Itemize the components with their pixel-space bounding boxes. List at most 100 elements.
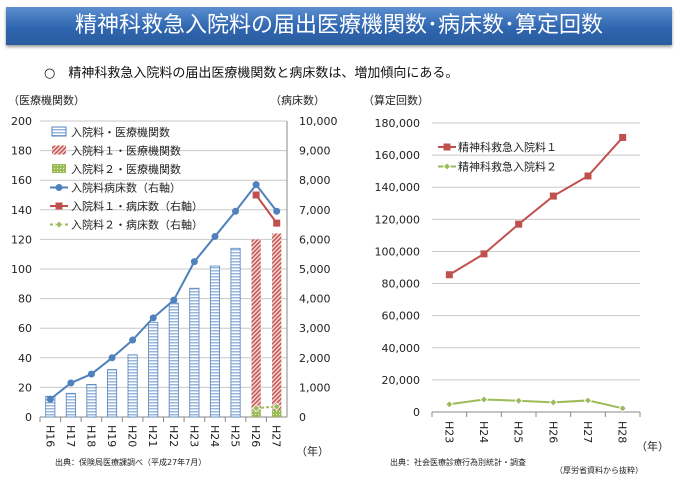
data-point — [584, 172, 592, 180]
x-tick-label: H19 — [105, 425, 118, 447]
x-tick-label: H23 — [442, 421, 455, 443]
source-note: 出典：社会医療診療行為別統計・調査 — [390, 457, 526, 467]
page-title: 精神科救急入院料の届出医療機関数･病床数･算定回数 — [6, 7, 672, 45]
y-tick-label: 80,000 — [382, 278, 421, 291]
bar-0 — [189, 287, 200, 418]
x-tick-label: H20 — [126, 425, 139, 447]
y2-tick-label: 8,000 — [299, 174, 331, 187]
series-line-1 — [449, 398, 623, 410]
x-tick-label: H22 — [167, 425, 180, 447]
subtitle: ○ 精神科救急入院料の届出医療機関数と病床数は、増加傾向にある。 — [44, 66, 459, 81]
data-point — [170, 296, 178, 304]
x-tick-label: H25 — [512, 421, 525, 443]
y-axis-title: （医療機関数） — [8, 93, 85, 107]
legend-marker — [443, 143, 451, 151]
legend-label: 入院料２・病床数（右軸） — [71, 218, 203, 232]
y-tick-label: 180,000 — [375, 117, 421, 130]
data-point — [515, 220, 523, 228]
data-point — [46, 395, 54, 403]
y2-tick-label: 9,000 — [299, 145, 331, 158]
data-point — [514, 396, 523, 405]
y2-tick-label: 0 — [299, 411, 306, 424]
data-point — [445, 400, 454, 409]
bar-1 — [272, 233, 282, 417]
x-tick-label: H23 — [187, 425, 200, 447]
bar-0 — [230, 247, 241, 418]
bar-0 — [148, 321, 159, 418]
y-tick-label: 120,000 — [375, 213, 421, 226]
y-tick-label: 0 — [25, 411, 32, 424]
legend-swatch — [52, 145, 66, 155]
x-tick-label: H16 — [43, 425, 56, 447]
series-line-0 — [448, 136, 624, 276]
legend-marker — [55, 184, 63, 191]
x-tick-label: H21 — [146, 425, 159, 447]
data-point — [273, 207, 281, 215]
x-axis-unit: （年） — [636, 439, 669, 453]
legend-label: 入院料１・医療機関数 — [71, 144, 181, 158]
legend-swatch — [52, 164, 66, 173]
data-point — [87, 370, 95, 378]
data-point — [252, 404, 261, 413]
x-tick-label: H24 — [477, 421, 490, 443]
bar-0 — [168, 302, 179, 418]
y-tick-label: 60,000 — [382, 310, 421, 323]
x-tick-label: H24 — [208, 425, 221, 447]
data-point — [479, 395, 489, 404]
bar-0 — [209, 265, 220, 418]
legend-label: 入院料１・病床数（右軸） — [71, 199, 203, 213]
y-tick-label: 0 — [413, 406, 420, 419]
data-point — [619, 133, 627, 141]
source-note: 出典：保険局医療課調べ（平成27年7月） — [55, 457, 206, 467]
x-axis-unit: （年） — [296, 444, 329, 458]
legend-label: 入院料病床数（右軸） — [71, 181, 181, 195]
y-tick-label: 40 — [18, 352, 32, 365]
y-tick-label: 60 — [18, 322, 32, 335]
bar-0 — [65, 392, 76, 418]
data-point — [549, 192, 557, 200]
y-tick-label: 200 — [11, 115, 32, 128]
bar-2 — [251, 409, 261, 417]
data-point — [480, 250, 488, 258]
data-point — [129, 336, 137, 344]
legend-marker — [442, 162, 452, 171]
y-tick-label: 160 — [11, 174, 32, 187]
data-point — [190, 258, 198, 266]
data-point — [67, 379, 75, 387]
bar-0 — [86, 384, 97, 418]
x-tick-label: H28 — [616, 421, 629, 443]
credit-note: （厚労省資料から抜粋） — [555, 465, 643, 475]
y2-tick-label: 7,000 — [299, 204, 331, 217]
y2-axis-title: （病床数） — [270, 93, 325, 107]
data-point — [618, 404, 627, 413]
y2-tick-label: 10,000 — [299, 115, 338, 128]
y-tick-label: 20 — [18, 381, 32, 394]
y-tick-label: 120 — [11, 233, 32, 246]
data-point — [273, 219, 281, 227]
y2-tick-label: 4,000 — [299, 293, 331, 306]
y2-tick-label: 2,000 — [299, 352, 331, 365]
data-point — [108, 354, 116, 362]
y2-tick-label: 3,000 — [299, 322, 331, 335]
y-tick-label: 160,000 — [375, 149, 421, 162]
data-point — [252, 191, 260, 199]
y2-tick-label: 1,000 — [299, 381, 331, 394]
y-tick-label: 40,000 — [382, 342, 421, 355]
y-tick-label: 140 — [11, 204, 32, 217]
series-line-0 — [49, 183, 278, 401]
bar-0 — [127, 354, 138, 418]
y2-tick-label: 6,000 — [299, 233, 331, 246]
x-tick-label: H26 — [546, 421, 559, 443]
y-tick-label: 100 — [11, 263, 32, 276]
data-point — [211, 232, 219, 240]
x-tick-label: H26 — [249, 425, 262, 447]
data-point — [549, 398, 558, 407]
x-tick-label: H27 — [270, 425, 283, 447]
bar-2 — [272, 409, 282, 417]
legend-label: 精神科救急入院料２ — [458, 160, 557, 174]
data-point — [252, 181, 260, 189]
data-point — [445, 271, 453, 279]
legend-marker — [55, 202, 63, 210]
y-tick-label: 140,000 — [375, 181, 421, 194]
